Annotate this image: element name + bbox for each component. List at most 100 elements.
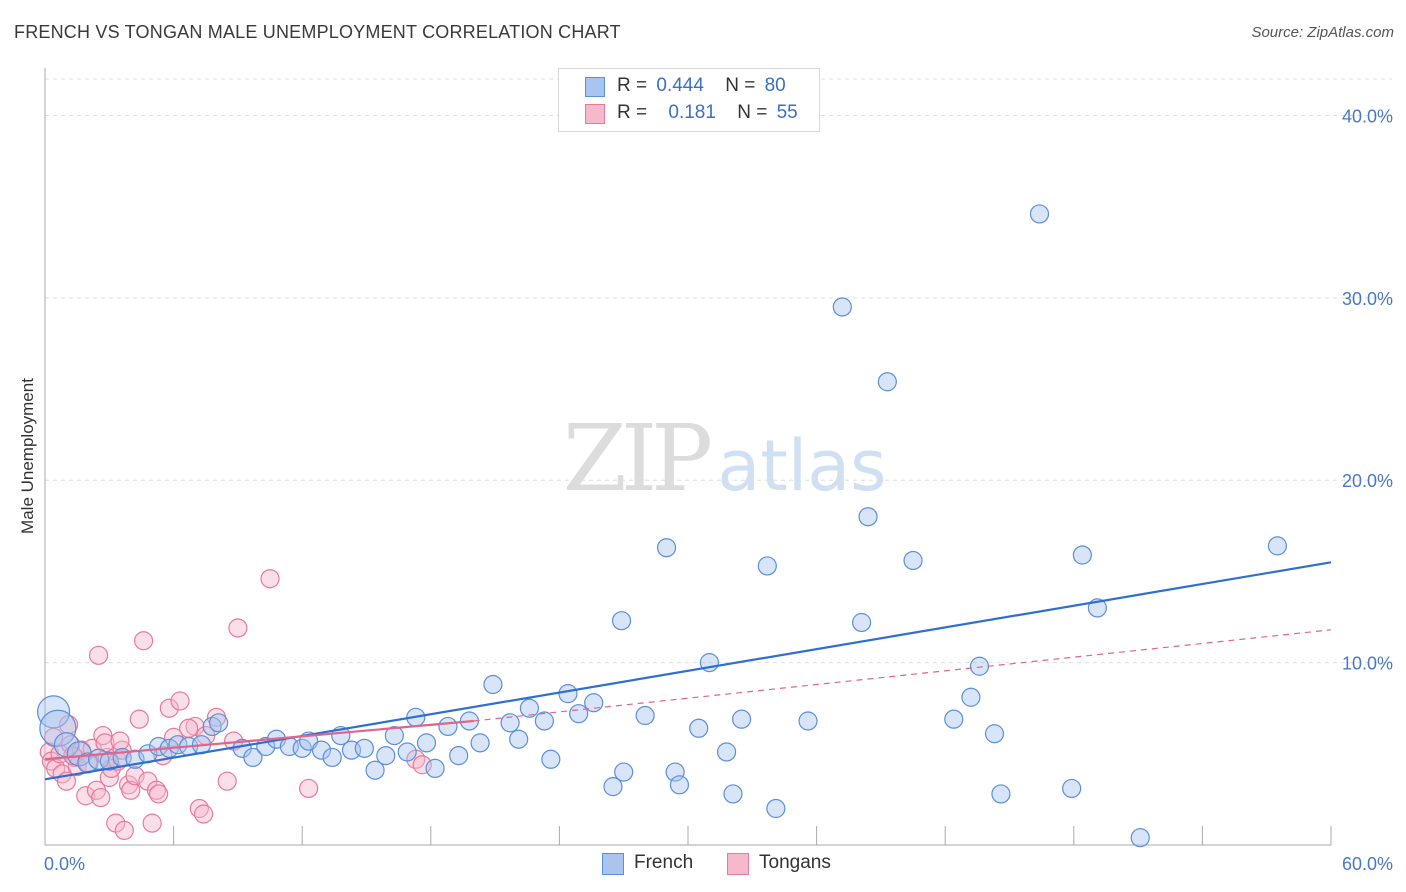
french-point <box>470 733 490 753</box>
tongan-point <box>179 718 199 738</box>
watermark: ZIP atlas <box>563 405 887 512</box>
french-point <box>292 738 312 758</box>
legend-r-label: R = <box>617 102 648 123</box>
french-point <box>723 784 743 804</box>
tongan-point <box>194 804 214 824</box>
french-point <box>1062 778 1082 799</box>
x-tick-label-60: 60.0% <box>1342 854 1393 874</box>
tongan-point <box>412 755 432 775</box>
french-point <box>766 798 786 819</box>
french-point <box>376 746 396 766</box>
legend-n-label: N = <box>737 102 768 123</box>
french-point <box>635 705 655 726</box>
french-point <box>852 612 872 633</box>
french-point <box>438 716 458 737</box>
french-point <box>731 709 752 729</box>
french-point <box>449 746 469 766</box>
french-point <box>311 740 332 760</box>
french-point <box>961 687 981 707</box>
french-point <box>716 742 737 762</box>
tongan-point <box>114 820 134 841</box>
tongan-points <box>39 569 432 841</box>
series-swatch-tongans <box>727 853 749 875</box>
french-point <box>903 550 923 571</box>
y-tick-label-10: 10.0% <box>1342 654 1393 674</box>
french-point <box>1029 204 1050 224</box>
series-label-french: French <box>634 852 694 873</box>
french-point <box>665 762 685 782</box>
french-point <box>757 556 777 576</box>
french-point <box>614 762 634 782</box>
french-point <box>202 716 222 737</box>
french-point <box>944 709 964 729</box>
french-point <box>39 709 77 747</box>
source-credit: Source: ZipAtlas.com <box>1251 24 1394 41</box>
french-point <box>209 713 229 733</box>
french-point <box>689 718 709 738</box>
legend-r-value-tongans: 0.181 <box>668 102 716 123</box>
y-tick-label-40: 40.0% <box>1342 106 1393 126</box>
french-point <box>1267 536 1288 556</box>
tongan-point <box>142 813 162 833</box>
tongan-point <box>88 645 109 665</box>
tongan-point <box>299 778 319 799</box>
french-point <box>534 711 554 731</box>
tongan-point <box>170 691 190 711</box>
tongan-point <box>217 771 237 791</box>
tongan-trend-extension <box>473 629 1332 722</box>
french-point <box>354 738 374 758</box>
french-point <box>569 704 589 724</box>
tick-labels: 10.0% 20.0% 30.0% 40.0% 0.0% 60.0% <box>44 106 1393 874</box>
french-point <box>669 775 690 795</box>
y-tick-label-30: 30.0% <box>1342 289 1393 309</box>
x-tick-label-0: 0.0% <box>44 854 85 874</box>
correlation-legend: R = 0.444 N = 80 R = 0.181 N = 55 <box>558 68 820 132</box>
grid-lines <box>45 78 1392 664</box>
french-point <box>877 372 897 392</box>
french-point <box>509 729 529 749</box>
tongan-point <box>260 569 280 589</box>
french-point <box>798 711 818 731</box>
tongan-point <box>110 731 130 751</box>
legend-n-value-tongans: 55 <box>776 102 798 123</box>
french-point <box>991 784 1011 804</box>
french-point <box>656 538 677 558</box>
french-trend-line <box>44 561 1332 781</box>
french-point <box>611 611 632 631</box>
watermark-atlas: atlas <box>717 425 886 507</box>
french-point <box>243 747 263 768</box>
legend-swatch-tongans <box>585 104 605 124</box>
tongan-point <box>93 725 113 746</box>
tongan-point <box>133 631 154 651</box>
y-tick-label-20: 20.0% <box>1342 471 1393 491</box>
legend-n-value-french: 80 <box>764 75 786 96</box>
french-point <box>384 725 404 746</box>
tongan-point <box>129 709 149 729</box>
french-point <box>519 698 539 718</box>
french-point <box>984 724 1005 744</box>
french-point <box>832 297 852 317</box>
french-point <box>1072 545 1092 565</box>
french-point <box>36 695 71 729</box>
french-point <box>416 733 437 753</box>
legend-n-label: N = <box>725 75 756 96</box>
french-point <box>365 760 385 780</box>
french-point <box>1130 828 1150 848</box>
tongan-trend-line <box>44 719 474 761</box>
chart-title: FRENCH VS TONGAN MALE UNEMPLOYMENT CORRE… <box>14 22 621 42</box>
tongan-point <box>76 786 96 806</box>
series-swatch-french <box>602 853 624 875</box>
french-point <box>397 742 417 762</box>
tongan-point <box>228 618 248 638</box>
tongan-point <box>121 780 141 800</box>
french-point <box>500 713 520 733</box>
tongan-point <box>159 698 179 718</box>
french-point <box>99 751 119 771</box>
french-point <box>603 777 623 797</box>
french-point <box>483 674 503 695</box>
french-point <box>858 507 878 527</box>
french-point <box>425 758 445 779</box>
french-points <box>36 204 1288 848</box>
watermark-zip: ZIP <box>563 405 710 512</box>
